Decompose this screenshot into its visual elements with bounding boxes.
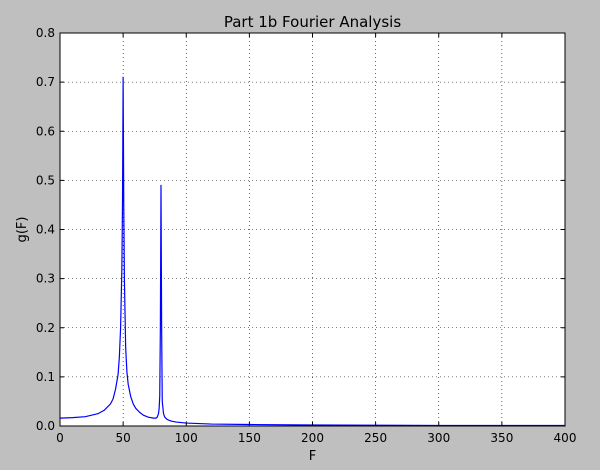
x-axis-label: F bbox=[309, 449, 316, 464]
x-tick-label: 100 bbox=[175, 431, 198, 445]
y-axis-label: g(F) bbox=[15, 217, 30, 243]
x-tick-label: 50 bbox=[115, 431, 130, 445]
x-ticks: 0 50 100 150 200 250 300 350 400 bbox=[56, 33, 576, 445]
y-tick-label: 0.0 bbox=[36, 419, 55, 433]
y-tick-label: 0.8 bbox=[36, 26, 55, 40]
x-tick-label: 150 bbox=[238, 431, 261, 445]
y-ticks: 0.0 0.1 0.2 0.3 0.4 0.5 0.6 0.7 0.8 bbox=[36, 26, 565, 433]
grid bbox=[60, 33, 565, 426]
x-tick-label: 0 bbox=[56, 431, 64, 445]
x-tick-label: 350 bbox=[490, 431, 513, 445]
y-tick-label: 0.7 bbox=[36, 75, 55, 89]
y-tick-label: 0.2 bbox=[36, 321, 55, 335]
series-line bbox=[59, 76, 565, 427]
x-tick-label: 200 bbox=[301, 431, 324, 445]
y-tick-label: 0.3 bbox=[36, 272, 55, 286]
chart-title: Part 1b Fourier Analysis bbox=[224, 13, 401, 31]
y-tick-label: 0.6 bbox=[36, 124, 55, 138]
y-tick-label: 0.1 bbox=[36, 370, 55, 384]
y-tick-label: 0.4 bbox=[36, 223, 55, 237]
x-tick-label: 250 bbox=[364, 431, 387, 445]
x-tick-label: 300 bbox=[427, 431, 450, 445]
y-tick-label: 0.5 bbox=[36, 173, 55, 187]
x-tick-label: 400 bbox=[554, 431, 577, 445]
